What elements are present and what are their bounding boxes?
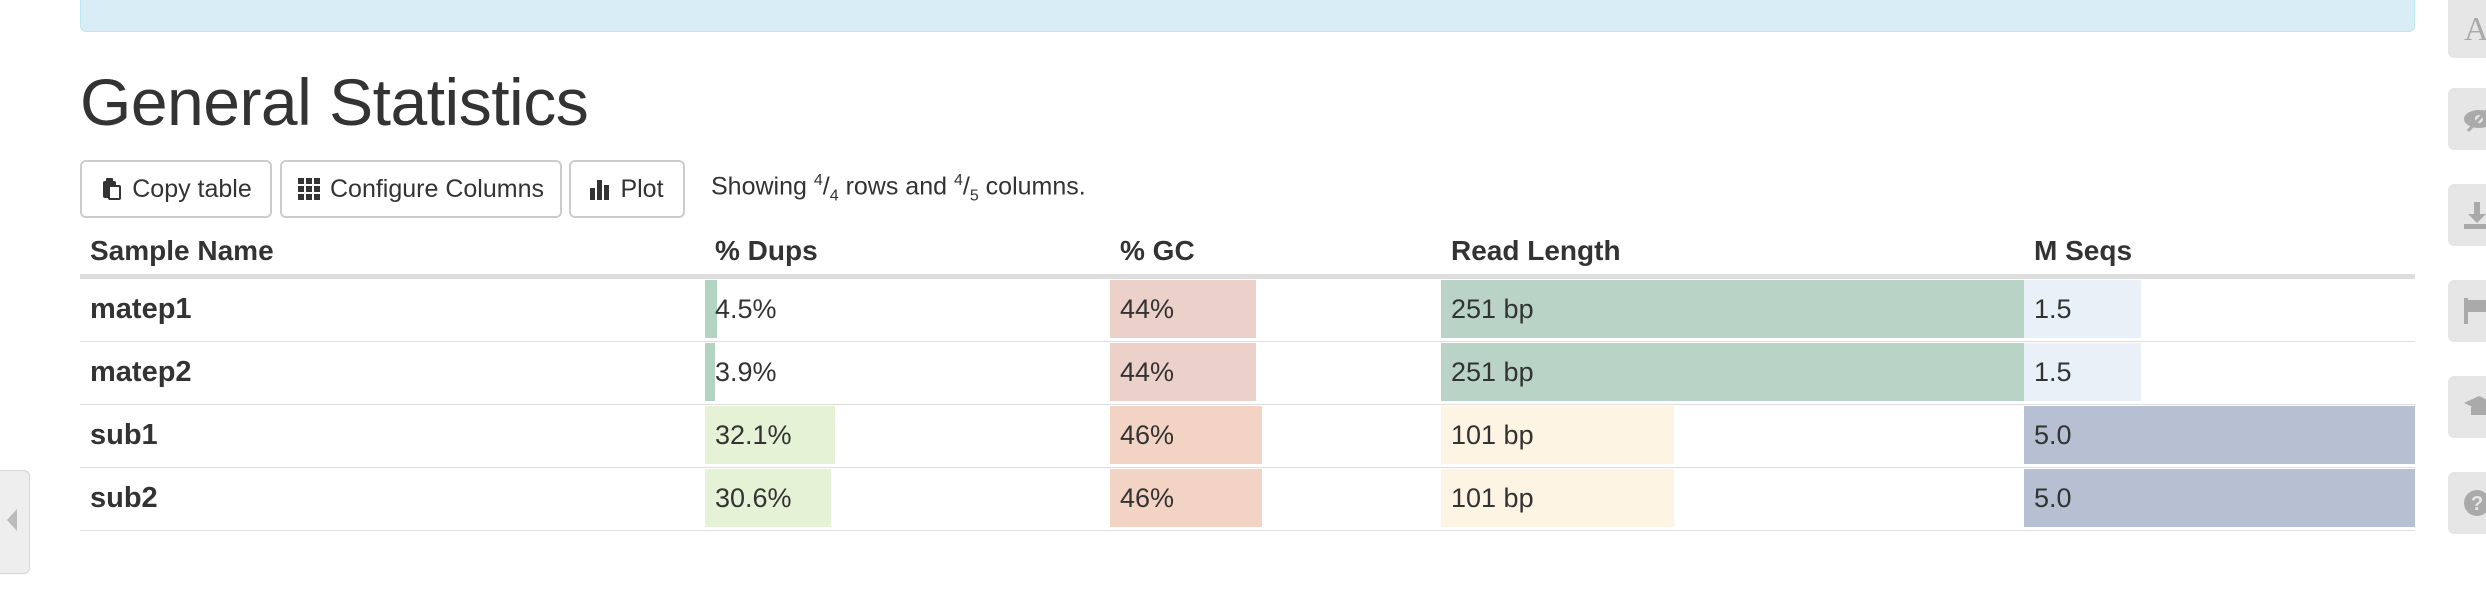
dups-bar: [705, 342, 716, 401]
toolbox-rail: A ?: [2440, 0, 2486, 612]
read-length-bar: [1441, 342, 2024, 401]
m-seqs-cell: 5.0: [2024, 404, 2415, 468]
dups-bar: [705, 468, 831, 527]
chevron-left-icon: [5, 507, 19, 538]
font-icon[interactable]: A: [2448, 0, 2486, 58]
clipboard-icon: [100, 177, 122, 201]
dups-value: 3.9%: [715, 356, 777, 387]
read-length-bar: [1441, 405, 1675, 464]
read-length-value: 101 bp: [1451, 482, 1534, 513]
m-seqs-cell: 5.0: [2024, 467, 2415, 531]
dups-cell: 3.9%: [705, 341, 1110, 405]
plot-button[interactable]: Plot: [569, 160, 685, 218]
rows-total: 4: [829, 187, 839, 205]
sample-name: sub2: [80, 467, 705, 531]
read-length-value: 101 bp: [1451, 419, 1534, 450]
dups-value: 30.6%: [715, 482, 792, 513]
dups-bar: [705, 405, 835, 464]
gc-bar: [1110, 342, 1256, 401]
copy-table-button[interactable]: Copy table: [80, 160, 272, 218]
m-seqs-bar: [2024, 405, 2415, 464]
toolbox-toggle-tab[interactable]: [0, 470, 30, 574]
table-header-row: Sample Name % Dups % GC Read Length M Se…: [80, 228, 2415, 279]
sample-name: matep1: [80, 276, 705, 342]
table-row: sub2 30.6% 46% 101 bp 5.0: [80, 467, 2415, 531]
configure-columns-button[interactable]: Configure Columns: [280, 160, 562, 218]
page-title: General Statistics: [80, 65, 589, 139]
read-length-cell: 251 bp: [1441, 276, 2024, 342]
showing-suffix: columns.: [978, 172, 1086, 201]
gc-bar: [1110, 279, 1256, 338]
cols-shown: 4: [953, 172, 963, 189]
table-row: matep1 4.5% 44% 251 bp 1.5: [80, 276, 2415, 342]
download-icon[interactable]: [2448, 184, 2486, 246]
gc-value: 44%: [1120, 356, 1175, 387]
m-seqs-value: 1.5: [2034, 356, 2072, 387]
cols-total: 5: [969, 187, 979, 205]
gc-value: 46%: [1120, 419, 1175, 450]
header-dups[interactable]: % Dups: [705, 228, 1110, 279]
info-banner: [80, 0, 2415, 32]
gc-cell: 46%: [1110, 404, 1441, 468]
help-icon[interactable]: ?: [2448, 472, 2486, 534]
m-seqs-bar: [2024, 468, 2415, 527]
grid-icon: [298, 178, 320, 200]
m-seqs-cell: 1.5: [2024, 276, 2415, 342]
configure-columns-label: Configure Columns: [330, 174, 544, 203]
gc-value: 46%: [1120, 482, 1175, 513]
m-seqs-value: 1.5: [2034, 293, 2072, 324]
dups-cell: 4.5%: [705, 276, 1110, 342]
gc-bar: [1110, 405, 1263, 464]
gc-bar: [1110, 468, 1263, 527]
svg-text:?: ?: [2471, 493, 2483, 515]
read-length-value: 251 bp: [1451, 356, 1534, 387]
read-length-value: 251 bp: [1451, 293, 1534, 324]
header-gc[interactable]: % GC: [1110, 228, 1441, 279]
gc-cell: 44%: [1110, 276, 1441, 342]
sample-name: matep2: [80, 341, 705, 405]
gc-cell: 44%: [1110, 341, 1441, 405]
sample-name: sub1: [80, 404, 705, 468]
read-length-cell: 101 bp: [1441, 404, 2024, 468]
dups-value: 4.5%: [715, 293, 777, 324]
rows-shown: 4: [813, 172, 823, 189]
dups-cell: 30.6%: [705, 467, 1110, 531]
copy-table-label: Copy table: [132, 174, 252, 203]
eye-slash-icon[interactable]: [2448, 88, 2486, 150]
plot-label: Plot: [620, 174, 664, 203]
m-seqs-bar: [2024, 342, 2142, 401]
header-m-seqs[interactable]: M Seqs: [2024, 228, 2415, 279]
general-statistics-table: Sample Name % Dups % GC Read Length M Se…: [80, 228, 2415, 531]
m-seqs-bar: [2024, 279, 2142, 338]
showing-middle: rows and: [838, 172, 954, 201]
table-row: sub1 32.1% 46% 101 bp 5.0: [80, 404, 2415, 468]
graduation-cap-icon[interactable]: [2448, 376, 2486, 438]
svg-text:A: A: [2464, 11, 2486, 44]
read-length-cell: 251 bp: [1441, 341, 2024, 405]
header-sample-name[interactable]: Sample Name: [80, 228, 705, 279]
dups-value: 32.1%: [715, 419, 792, 450]
m-seqs-cell: 1.5: [2024, 341, 2415, 405]
bar-chart-icon: [590, 178, 610, 200]
gc-cell: 46%: [1110, 467, 1441, 531]
m-seqs-value: 5.0: [2034, 419, 2072, 450]
showing-prefix: Showing: [711, 172, 814, 201]
showing-summary: Showing 4/4 rows and 4/5 columns.: [711, 172, 1086, 205]
table-row: matep2 3.9% 44% 251 bp 1.5: [80, 341, 2415, 405]
header-read-length[interactable]: Read Length: [1441, 228, 2024, 279]
flag-icon[interactable]: [2448, 280, 2486, 342]
dups-cell: 32.1%: [705, 404, 1110, 468]
read-length-bar: [1441, 279, 2024, 338]
m-seqs-value: 5.0: [2034, 482, 2072, 513]
dups-bar: [705, 279, 718, 338]
gc-value: 44%: [1120, 293, 1175, 324]
read-length-cell: 101 bp: [1441, 467, 2024, 531]
read-length-bar: [1441, 468, 1675, 527]
